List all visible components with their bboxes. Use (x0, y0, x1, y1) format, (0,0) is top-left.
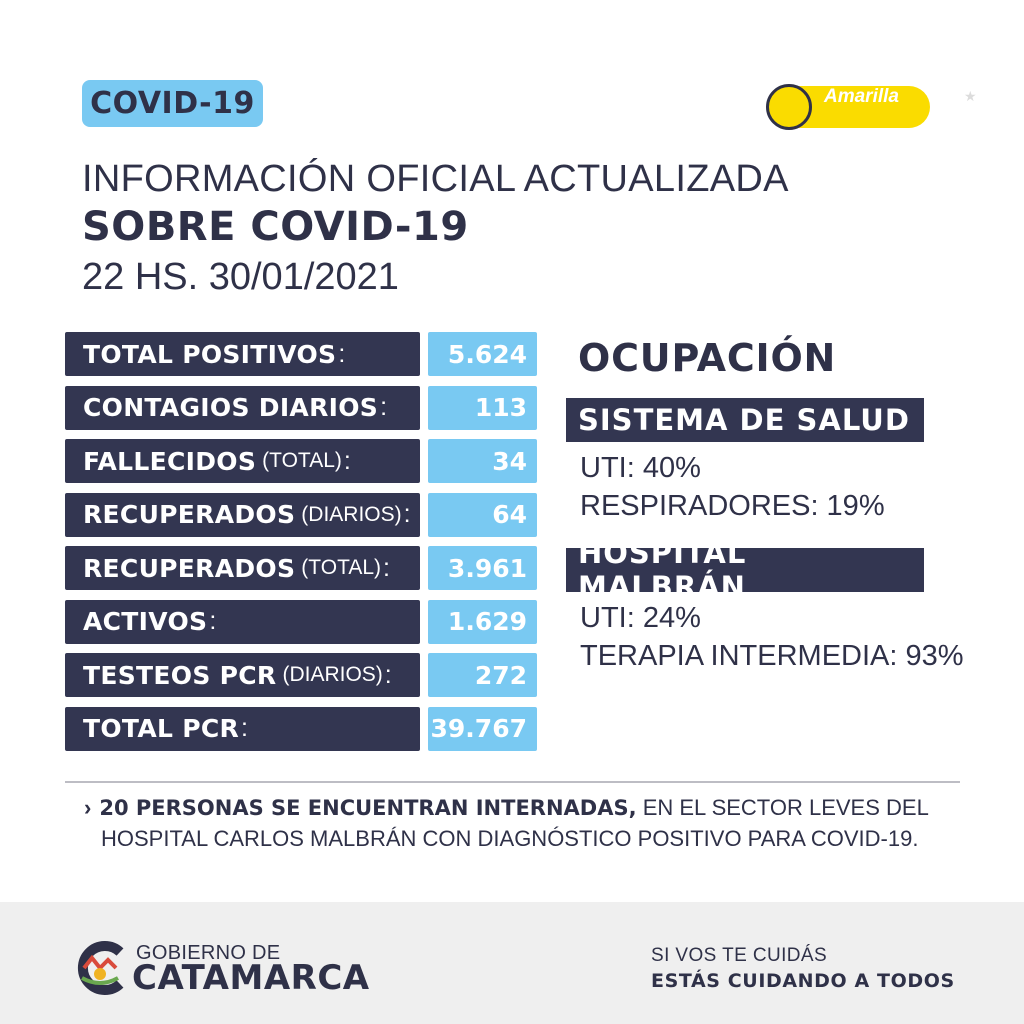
stat-label-box: RECUPERADOS (TOTAL): (65, 546, 420, 590)
stat-value: 5.624 (428, 332, 537, 376)
stat-label: CONTAGIOS DIARIOS (83, 393, 379, 422)
stat-label-box: CONTAGIOS DIARIOS: (65, 385, 420, 430)
report-date: 22 HS. 30/01/2021 (82, 256, 399, 298)
note-line-2: HOSPITAL CARLOS MALBRÁN CON DIAGNÓSTICO … (101, 826, 919, 851)
footer: GOBIERNO DE CATAMARCA SI VOS TE CUIDÁS E… (0, 902, 1024, 1024)
health-system-heading: SISTEMA DE SALUD (566, 398, 924, 442)
stat-label: RECUPERADOS (83, 500, 296, 529)
note-line-1: › 20 PERSONAS SE ENCUENTRAN INTERNADAS, E… (84, 795, 929, 821)
hospital-intermediate-care: TERAPIA INTERMEDIA: 93% (580, 640, 964, 672)
stat-value: 39.767 (428, 706, 537, 751)
stat-label-box: RECUPERADOS (DIARIOS): (65, 492, 420, 537)
headline-line-2: SOBRE COVID-19 (82, 204, 469, 250)
slogan-line-1: SI VOS TE CUIDÁS (651, 945, 828, 966)
stat-row: FALLECIDOS (TOTAL): 34 (65, 439, 537, 483)
slogan-line-2: ESTÁS CUIDANDO A TODOS (651, 970, 955, 992)
star-icon: ★ (964, 88, 977, 104)
hospital-heading: HOSPITAL MALBRÁN (566, 536, 924, 604)
stat-row: RECUPERADOS (DIARIOS): 64 (65, 492, 537, 537)
alert-level-label: Amarilla (824, 86, 899, 107)
stat-label-box: TOTAL POSITIVOS: (65, 332, 420, 376)
note-rest: EN EL SECTOR LEVES DEL (636, 795, 929, 820)
stat-label: FALLECIDOS (83, 446, 257, 476)
stat-row: TOTAL PCR: 39.767 (65, 706, 537, 751)
logo-text-top: GOBIERNO DE (136, 942, 281, 964)
stat-row: ACTIVOS: 1.629 (65, 599, 537, 644)
stat-label: RECUPERADOS (83, 553, 296, 583)
stat-row: TESTEOS PCR (DIARIOS): 272 (65, 653, 537, 697)
stat-label: TESTEOS PCR (83, 660, 277, 690)
note-bold: 20 PERSONAS SE ENCUENTRAN INTERNADAS, (99, 796, 637, 820)
catamarca-logo-icon (77, 941, 124, 995)
stat-value: 64 (428, 492, 537, 537)
stat-sublabel: (DIARIOS) (301, 502, 402, 526)
divider (65, 781, 960, 783)
stat-value: 272 (428, 653, 537, 697)
health-system-uti: UTI: 40% (580, 452, 701, 484)
stat-label: TOTAL POSITIVOS (83, 339, 337, 369)
chevron-right-icon: › (84, 795, 92, 820)
hospital-uti: UTI: 24% (580, 602, 701, 634)
stat-label: TOTAL PCR (83, 714, 240, 743)
alert-level-pill: Amarilla (766, 84, 930, 130)
headline-line-1: INFORMACIÓN OFICIAL ACTUALIZADA (82, 158, 789, 200)
stat-row: RECUPERADOS (TOTAL): 3.961 (65, 546, 537, 590)
occupancy-title: OCUPACIÓN (578, 336, 837, 380)
stat-sublabel: (DIARIOS) (282, 663, 383, 686)
stat-row: CONTAGIOS DIARIOS: 113 (65, 385, 537, 430)
stat-label: ACTIVOS (83, 607, 208, 636)
stat-value: 113 (428, 385, 537, 430)
covid-badge: COVID-19 (82, 80, 263, 127)
stats-table: TOTAL POSITIVOS: 5.624 CONTAGIOS DIARIOS… (65, 332, 537, 760)
status-dot-icon (766, 84, 812, 130)
stat-label-box: ACTIVOS: (65, 599, 420, 644)
logo-text-main: CATAMARCA (132, 958, 370, 998)
stat-sublabel: (TOTAL) (301, 556, 382, 579)
stat-label-box: FALLECIDOS (TOTAL): (65, 439, 420, 483)
stat-label-box: TESTEOS PCR (DIARIOS): (65, 653, 420, 697)
stat-value: 3.961 (428, 546, 537, 590)
health-system-respirators: RESPIRADORES: 19% (580, 490, 885, 522)
stat-row: TOTAL POSITIVOS: 5.624 (65, 332, 537, 376)
stat-sublabel: (TOTAL) (262, 449, 342, 472)
stat-value: 1.629 (428, 599, 537, 644)
stat-label-box: TOTAL PCR: (65, 706, 420, 751)
stat-value: 34 (428, 439, 537, 483)
